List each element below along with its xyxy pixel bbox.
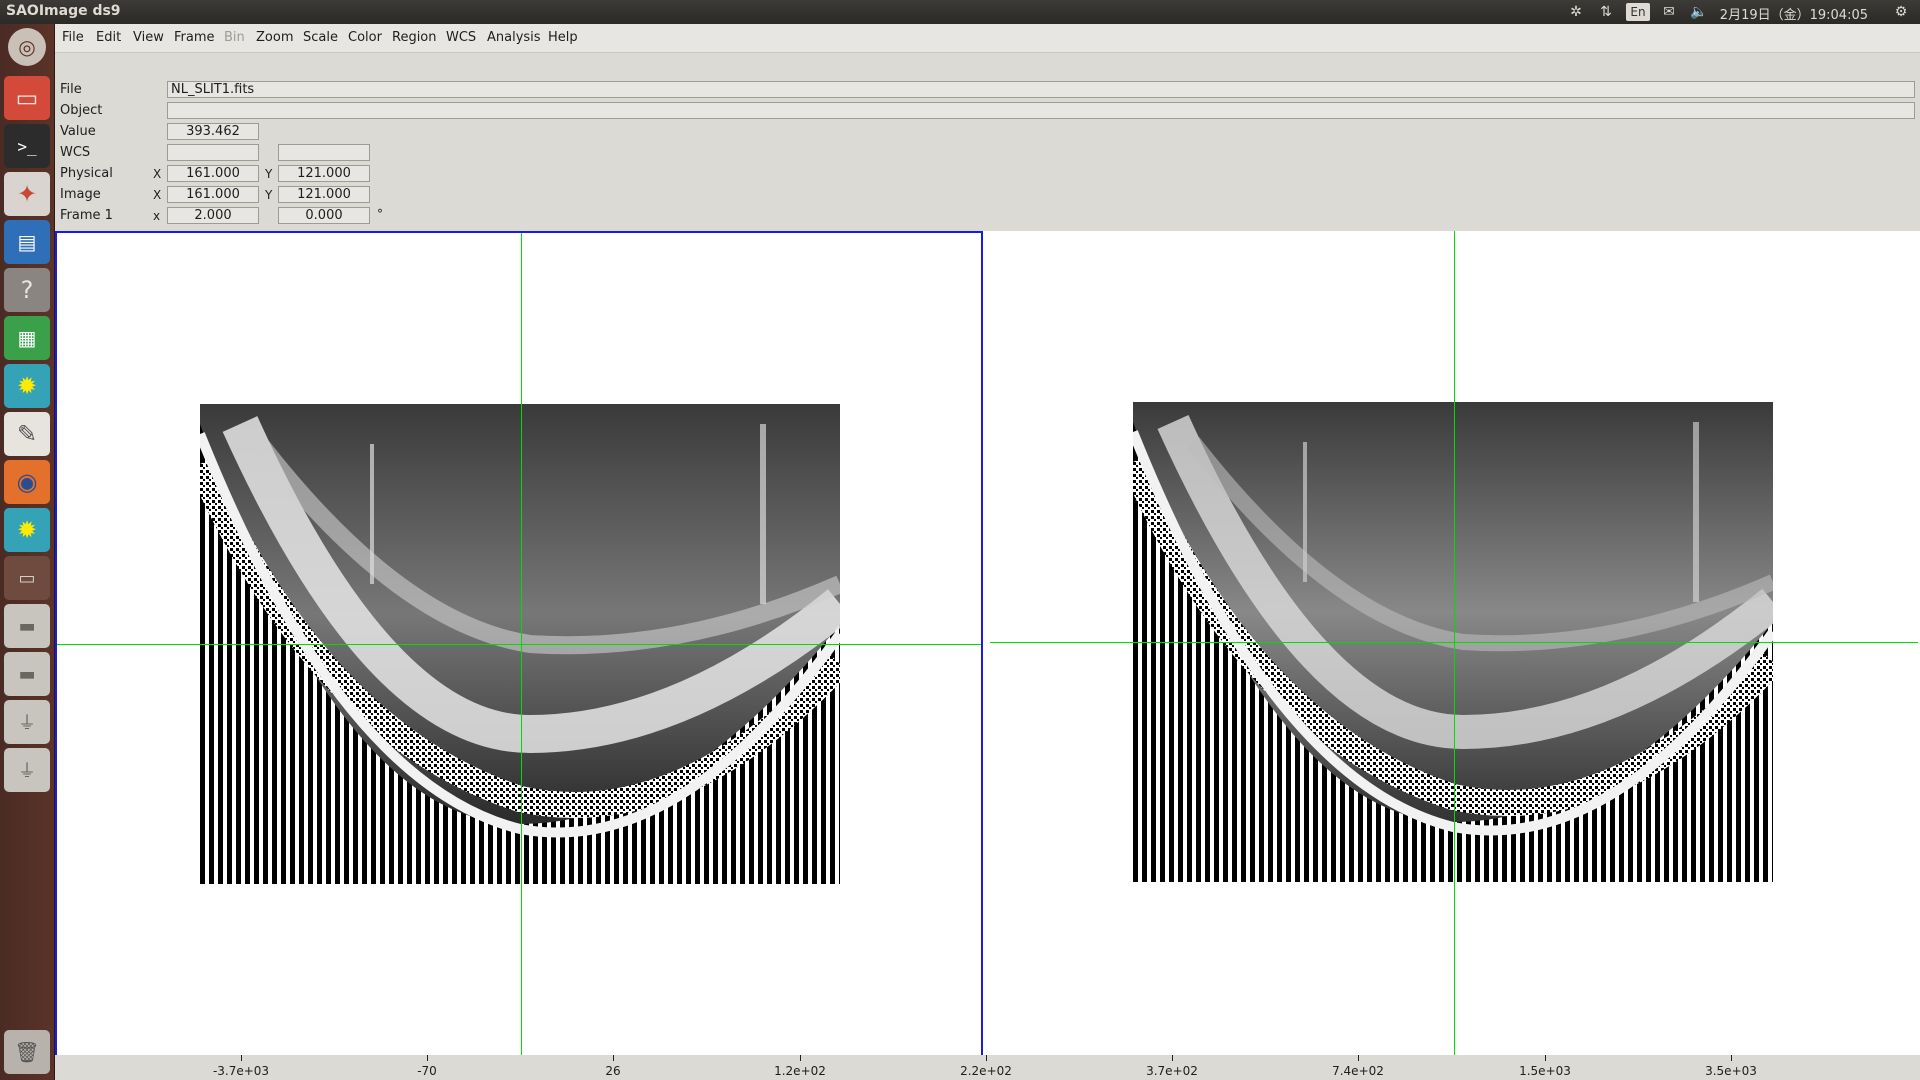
- clock[interactable]: 2月19日（金）19:04:05: [1719, 8, 1868, 23]
- lang-label: En: [1626, 3, 1650, 21]
- wcs-field-b: [278, 144, 370, 161]
- colorbar-tick: [427, 1055, 428, 1061]
- gear-icon[interactable]: ⚙: [1894, 4, 1908, 20]
- menu-view[interactable]: View: [133, 30, 164, 45]
- frame-2[interactable]: [990, 231, 1918, 1057]
- menu-help[interactable]: Help: [548, 30, 578, 45]
- crosshair-vertical: [521, 233, 522, 1055]
- frame-axis-label: x: [153, 209, 161, 223]
- colorbar-tick: [1172, 1055, 1173, 1061]
- physical-y-field: 121.000: [278, 165, 370, 182]
- colorbar-ticks: -3.7e+03 -70 26 1.2e+02 2.2e+02 3.7e+02 7.4e+0…: [55, 1055, 1920, 1080]
- volume-muted-icon[interactable]: 🔈: [1690, 4, 1708, 20]
- trash-icon[interactable]: 🗑: [4, 1030, 50, 1074]
- mail-icon[interactable]: ✉: [1663, 4, 1675, 20]
- image-y-field: 121.000: [278, 186, 370, 203]
- frame-zoom-field: 2.000: [167, 207, 259, 224]
- menu-wcs[interactable]: WCS: [446, 30, 477, 45]
- menu-color[interactable]: Color: [348, 30, 382, 45]
- menu-file[interactable]: File: [62, 30, 84, 45]
- dropbox-icon[interactable]: ✲: [1570, 4, 1582, 20]
- colorbar-tick: [613, 1055, 614, 1061]
- image-x-field: 161.000: [167, 186, 259, 203]
- calc-icon[interactable]: ▦: [4, 316, 50, 360]
- file-field: NL_SLIT1.fits: [167, 81, 1915, 98]
- colorbar-tick-label: 3.5e+03: [1705, 1064, 1757, 1078]
- usb-drive-icon[interactable]: ⏚: [4, 748, 50, 792]
- frame-angle-field: 0.000: [278, 207, 370, 224]
- physical-y-axis-label: Y: [265, 167, 273, 181]
- image-y-axis-label: Y: [265, 188, 273, 202]
- colorbar-tick-label: 1.5e+03: [1519, 1064, 1571, 1078]
- drive-icon[interactable]: ▬: [4, 604, 50, 648]
- value-label: Value: [60, 124, 96, 139]
- image-x-axis-label: X: [153, 188, 162, 202]
- colorbar-tick: [800, 1055, 801, 1061]
- drive-icon[interactable]: ▬: [4, 652, 50, 696]
- launcher: ◎ ▭ >_ ✦ ▤ ? ▦ ✹ ✎ ◉ ✹ ▭ ▬ ▬ ⏚ ⏚ 🗑: [0, 24, 55, 1080]
- sun-icon[interactable]: ✹: [4, 364, 50, 408]
- terminal-icon[interactable]: >_: [4, 124, 50, 168]
- colorbar-tick: [241, 1055, 242, 1061]
- frame-label: Frame 1: [60, 208, 113, 223]
- frames-area: [55, 231, 1920, 1057]
- file-label: File: [60, 82, 82, 97]
- colorbar-tick-label: 26: [605, 1064, 621, 1078]
- crosshair-vertical: [1454, 231, 1455, 1057]
- menu-bin: Bin: [224, 30, 245, 45]
- crosshair-horizontal: [57, 644, 981, 645]
- physical-x-field: 161.000: [167, 165, 259, 182]
- menu-frame[interactable]: Frame: [174, 30, 215, 45]
- image-label: Image: [60, 187, 101, 202]
- menu-scale[interactable]: Scale: [303, 30, 338, 45]
- crosshair-horizontal: [990, 642, 1918, 643]
- wcs-field-a: [167, 144, 259, 161]
- window-icon[interactable]: ▭: [4, 556, 50, 600]
- help-icon[interactable]: ?: [4, 268, 50, 312]
- colorbar-tick-label: -3.7e+03: [212, 1064, 270, 1078]
- ubuntu-dash-icon[interactable]: ◎: [8, 28, 46, 66]
- colorbar-tick-label: 1.2e+02: [774, 1064, 826, 1078]
- degree-symbol: °: [377, 207, 383, 221]
- keyboard-lang-indicator[interactable]: En: [1626, 2, 1650, 22]
- colorbar-tick: [1358, 1055, 1359, 1061]
- colorbar-tick: [1731, 1055, 1732, 1061]
- text-editor-icon[interactable]: ✎: [4, 412, 50, 456]
- system-settings-icon[interactable]: ✦: [4, 172, 50, 216]
- colorbar-tick-label: 2.2e+02: [960, 1064, 1012, 1078]
- menu-region[interactable]: Region: [392, 30, 437, 45]
- network-icon[interactable]: ⇅: [1600, 4, 1612, 20]
- colorbar-tick-label: -70: [417, 1064, 437, 1078]
- menu-edit[interactable]: Edit: [96, 30, 122, 45]
- colorbar-tick: [986, 1055, 987, 1061]
- usb-drive-icon[interactable]: ⏚: [4, 700, 50, 744]
- object-label: Object: [60, 103, 103, 118]
- colorbar-tick-label: 3.7e+02: [1146, 1064, 1198, 1078]
- colorbar-tick: [1545, 1055, 1546, 1061]
- sun-icon[interactable]: ✹: [4, 508, 50, 552]
- ds9-window: File Edit View Frame Bin Zoom Scale Colo…: [55, 24, 1920, 1080]
- menu-zoom[interactable]: Zoom: [256, 30, 294, 45]
- physical-label: Physical: [60, 166, 113, 181]
- info-panel: File NL_SLIT1.fits Object Value 393.462 …: [55, 53, 1920, 231]
- menu-analysis[interactable]: Analysis: [487, 30, 541, 45]
- value-field: 393.462: [167, 123, 259, 140]
- frame-1[interactable]: [55, 231, 983, 1057]
- wcs-label: WCS: [60, 145, 91, 160]
- top-panel: SAOImage ds9 ✲ ⇅ En ✉ 🔈 2月19日（金）19:04:05…: [0, 0, 1920, 24]
- colorbar-tick-label: 7.4e+02: [1332, 1064, 1384, 1078]
- menubar: File Edit View Frame Bin Zoom Scale Colo…: [55, 24, 1920, 53]
- app-title: SAOImage ds9: [6, 3, 121, 19]
- writer-icon[interactable]: ▤: [4, 220, 50, 264]
- file-manager-icon[interactable]: ▭: [4, 76, 50, 120]
- firefox-icon[interactable]: ◉: [4, 460, 50, 504]
- physical-x-axis-label: X: [153, 167, 162, 181]
- object-field: [167, 102, 1915, 119]
